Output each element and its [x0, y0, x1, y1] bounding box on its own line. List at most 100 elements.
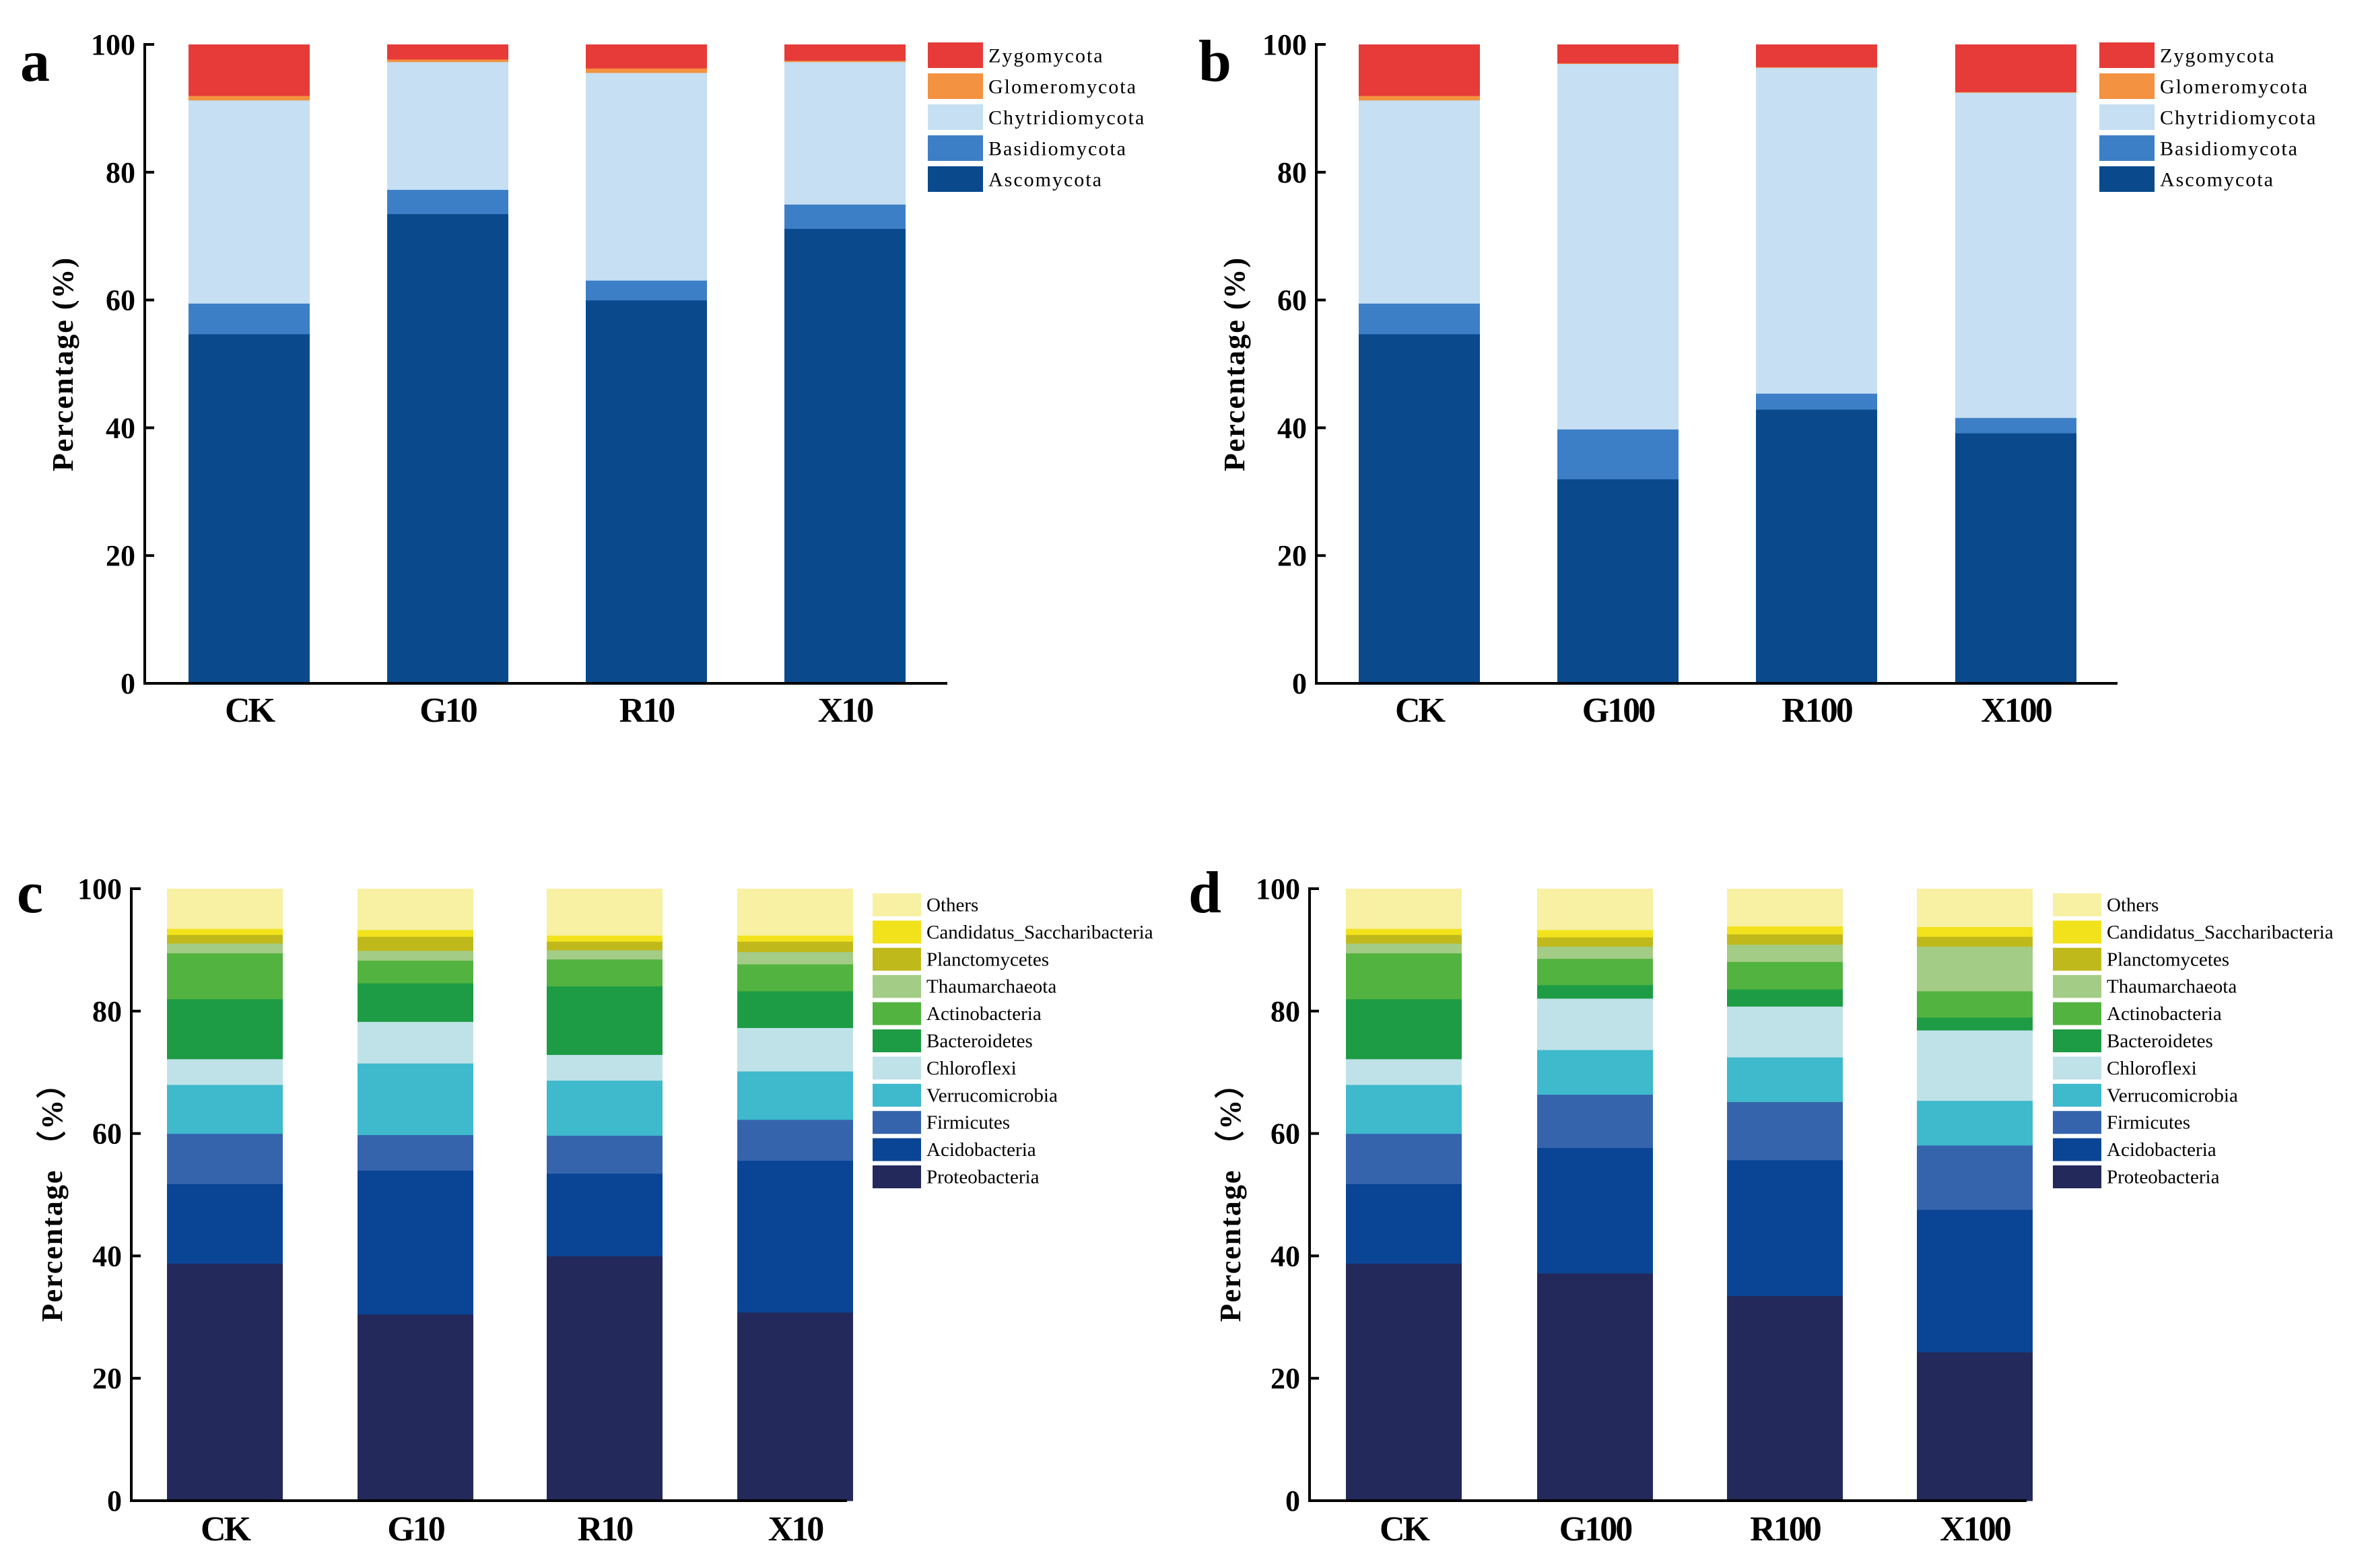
bar-segment-actinobacteria-r10 — [547, 959, 663, 987]
legend-label-thaumarchaeota: Thaumarchaeota — [926, 976, 1056, 998]
bar-segment-chytridiomycota-ck — [189, 100, 310, 304]
bar-segment-glomeromycota-r100 — [1756, 67, 1877, 68]
x-tick-label-ck: CK — [201, 1510, 252, 1548]
x-tick-label-x10: X10 — [768, 1510, 824, 1548]
legend-label-glomeromycota: Glomeromycota — [988, 76, 1137, 98]
bar-segment-others-ck — [1346, 889, 1462, 929]
bar-segment-basidiomycota-g10 — [387, 189, 508, 215]
y-tick-label-60: 60 — [1277, 284, 1307, 317]
panel-letter-a: a — [20, 29, 50, 94]
legend-swatch-chloroflexi — [2053, 1056, 2101, 1080]
legend-swatch-chytridiomycota — [2099, 104, 2155, 130]
bar-segment-ascomycota-r10 — [586, 300, 707, 684]
y-tick-label-100: 100 — [1262, 28, 1307, 61]
legend-label-proteobacteria: Proteobacteria — [2107, 1167, 2220, 1188]
bar-stack-r10 — [586, 44, 707, 684]
y-tick-label-20: 20 — [92, 1362, 122, 1395]
legend-swatch-chytridiomycota — [928, 104, 983, 130]
bar-segment-planctomycetes-g100 — [1537, 936, 1653, 947]
bar-segment-actinobacteria-ck — [167, 953, 283, 1000]
y-tick-label-20: 20 — [1271, 1362, 1300, 1395]
bar-segment-candidatus-saccharibacteria-x10 — [737, 935, 853, 942]
bar-segment-planctomycetes-g10 — [358, 936, 473, 951]
x-tick-label-g10: G10 — [419, 691, 477, 730]
legend-label-chytridiomycota: Chytridiomycota — [2160, 107, 2317, 129]
bar-segment-zygomycota-x10 — [784, 44, 906, 61]
legend-swatch-planctomycetes — [2053, 947, 2101, 971]
legend-label-thaumarchaeota: Thaumarchaeota — [2107, 976, 2237, 998]
legend-swatch-zygomycota — [2099, 42, 2155, 68]
legend-swatch-proteobacteria — [2053, 1165, 2101, 1188]
bar-segment-ascomycota-g100 — [1557, 479, 1679, 684]
x-tick-label-ck: CK — [1395, 691, 1446, 730]
bar-segment-planctomycetes-x100 — [1917, 936, 2033, 947]
legend-swatch-proteobacteria — [873, 1165, 921, 1188]
legend-swatch-others — [873, 893, 921, 916]
bar-segment-chytridiomycota-x10 — [784, 61, 906, 205]
bar-segment-firmicutes-x100 — [1917, 1145, 2033, 1210]
bar-segment-firmicutes-x10 — [737, 1119, 853, 1161]
bar-segment-bacteroidetes-ck — [167, 998, 283, 1060]
bar-segment-glomeromycota-x100 — [1955, 92, 2076, 93]
legend-label-proteobacteria: Proteobacteria — [926, 1167, 1040, 1188]
legend-swatch-acidobacteria — [2053, 1138, 2101, 1161]
bar-segment-proteobacteria-g100 — [1537, 1272, 1653, 1501]
bar-segment-verrucomicrobia-ck — [167, 1084, 283, 1134]
bar-segment-firmicutes-r100 — [1727, 1101, 1843, 1161]
bar-segment-proteobacteria-ck — [1346, 1263, 1462, 1501]
bar-segment-actinobacteria-g10 — [358, 960, 473, 984]
bar-segment-thaumarchaeota-ck — [1346, 943, 1462, 954]
legend-swatch-thaumarchaeota — [2053, 975, 2101, 998]
bar-segment-others-r100 — [1727, 889, 1843, 927]
legend-label-verrucomicrobia: Verrucomicrobia — [2107, 1085, 2238, 1106]
y-axis-title: Percentage （%） — [1214, 1068, 1247, 1322]
bar-segment-glomeromycota-g100 — [1557, 63, 1679, 65]
y-tick-label-0: 0 — [1292, 667, 1307, 700]
bar-segment-ascomycota-r100 — [1756, 409, 1877, 684]
legend-swatch-planctomycetes — [873, 947, 921, 971]
bar-segment-verrucomicrobia-r100 — [1727, 1056, 1843, 1102]
legend-swatch-zygomycota — [928, 42, 983, 68]
bar-segment-chloroflexi-ck — [167, 1058, 283, 1085]
bar-segment-proteobacteria-r100 — [1727, 1295, 1843, 1501]
x-tick-label-r100: R100 — [1750, 1510, 1821, 1548]
legend-swatch-verrucomicrobia — [873, 1083, 921, 1107]
legend-label-basidiomycota: Basidiomycota — [2160, 138, 2299, 160]
legend-label-bacteroidetes: Bacteroidetes — [926, 1031, 1033, 1052]
bar-segment-firmicutes-g100 — [1537, 1094, 1653, 1149]
bar-segment-ascomycota-x100 — [1955, 432, 2076, 684]
bar-segment-chytridiomycota-ck — [1359, 100, 1480, 304]
y-tick-label-80: 80 — [106, 156, 135, 189]
bar-segment-others-ck — [167, 889, 283, 929]
y-tick-label-20: 20 — [1277, 539, 1307, 572]
bar-segment-glomeromycota-ck — [1359, 95, 1480, 101]
bar-segment-ascomycota-ck — [1359, 333, 1480, 684]
bar-segment-acidobacteria-x100 — [1917, 1209, 2033, 1353]
bar-segment-bacteroidetes-x100 — [1917, 1017, 2033, 1031]
bar-segment-verrucomicrobia-ck — [1346, 1084, 1462, 1134]
x-tick-label-x100: X100 — [1940, 1510, 2011, 1548]
y-tick-label-100: 100 — [91, 28, 135, 61]
legend-swatch-thaumarchaeota — [873, 975, 921, 998]
legend-label-acidobacteria: Acidobacteria — [926, 1139, 1036, 1161]
bar-segment-thaumarchaeota-ck — [167, 943, 283, 954]
bar-segment-planctomycetes-ck — [167, 934, 283, 944]
bar-segment-thaumarchaeota-x10 — [737, 951, 853, 965]
legend-label-others: Others — [2107, 895, 2159, 916]
y-tick-label-100: 100 — [1256, 873, 1300, 906]
bar-stack-x10 — [737, 889, 853, 1501]
legend: Zygomycota Glomeromycota Chytridiomycota Ba… — [2099, 42, 2317, 192]
x-tick-label-g10: G10 — [387, 1510, 444, 1548]
bar-segment-chloroflexi-x100 — [1917, 1029, 2033, 1101]
y-tick-label-0: 0 — [121, 667, 135, 700]
bar-segment-actinobacteria-x10 — [737, 963, 853, 992]
bar-segment-ascomycota-x10 — [784, 228, 906, 684]
bar-segment-planctomycetes-x10 — [737, 941, 853, 953]
bar-segment-basidiomycota-r10 — [586, 280, 707, 301]
bar-segment-zygomycota-ck — [1359, 44, 1480, 96]
bar-segment-thaumarchaeota-r100 — [1727, 944, 1843, 962]
bar-segment-ascomycota-ck — [189, 333, 310, 684]
bar-segment-basidiomycota-ck — [1359, 303, 1480, 335]
bar-segment-candidatus-saccharibacteria-ck — [167, 928, 283, 935]
bar-stack-x100 — [1917, 889, 2033, 1501]
